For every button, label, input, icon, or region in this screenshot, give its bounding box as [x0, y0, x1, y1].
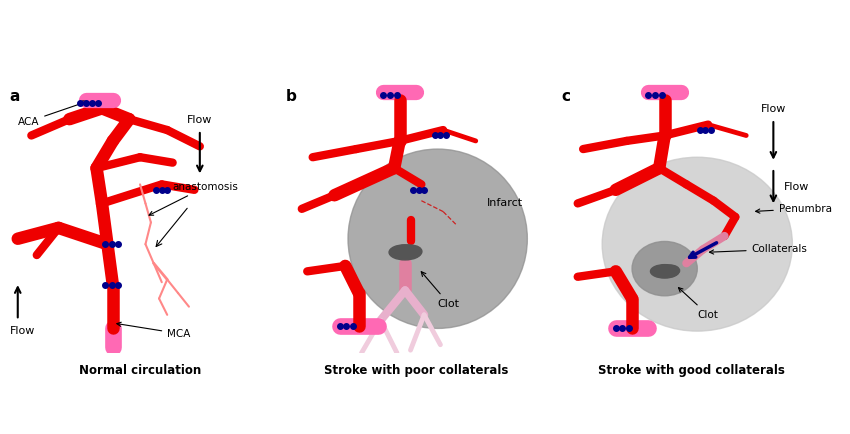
- Ellipse shape: [348, 149, 527, 329]
- Text: MCA: MCA: [116, 322, 190, 339]
- Ellipse shape: [650, 265, 679, 278]
- Ellipse shape: [602, 157, 792, 331]
- Text: Infarct: Infarct: [486, 198, 523, 208]
- Text: c: c: [561, 89, 570, 104]
- Text: b: b: [286, 89, 297, 104]
- Ellipse shape: [660, 265, 680, 276]
- Text: Flow: Flow: [785, 182, 809, 192]
- Ellipse shape: [400, 245, 422, 258]
- Text: Clot: Clot: [678, 288, 718, 319]
- Text: Stroke with good collaterals: Stroke with good collaterals: [598, 364, 785, 377]
- Text: Penumbra: Penumbra: [756, 204, 832, 214]
- Text: Flow: Flow: [9, 326, 35, 335]
- Text: Normal circulation: Normal circulation: [79, 364, 201, 377]
- Text: Flow: Flow: [187, 115, 212, 125]
- Ellipse shape: [389, 245, 421, 260]
- Text: Clot: Clot: [422, 272, 460, 309]
- Text: Collaterals: Collaterals: [710, 244, 808, 254]
- Text: a: a: [9, 89, 20, 104]
- Ellipse shape: [632, 241, 697, 296]
- Text: anastomosis: anastomosis: [149, 182, 239, 215]
- Text: ACA: ACA: [18, 101, 88, 127]
- Text: Flow: Flow: [761, 104, 786, 114]
- Text: Stroke with poor collaterals: Stroke with poor collaterals: [324, 364, 508, 377]
